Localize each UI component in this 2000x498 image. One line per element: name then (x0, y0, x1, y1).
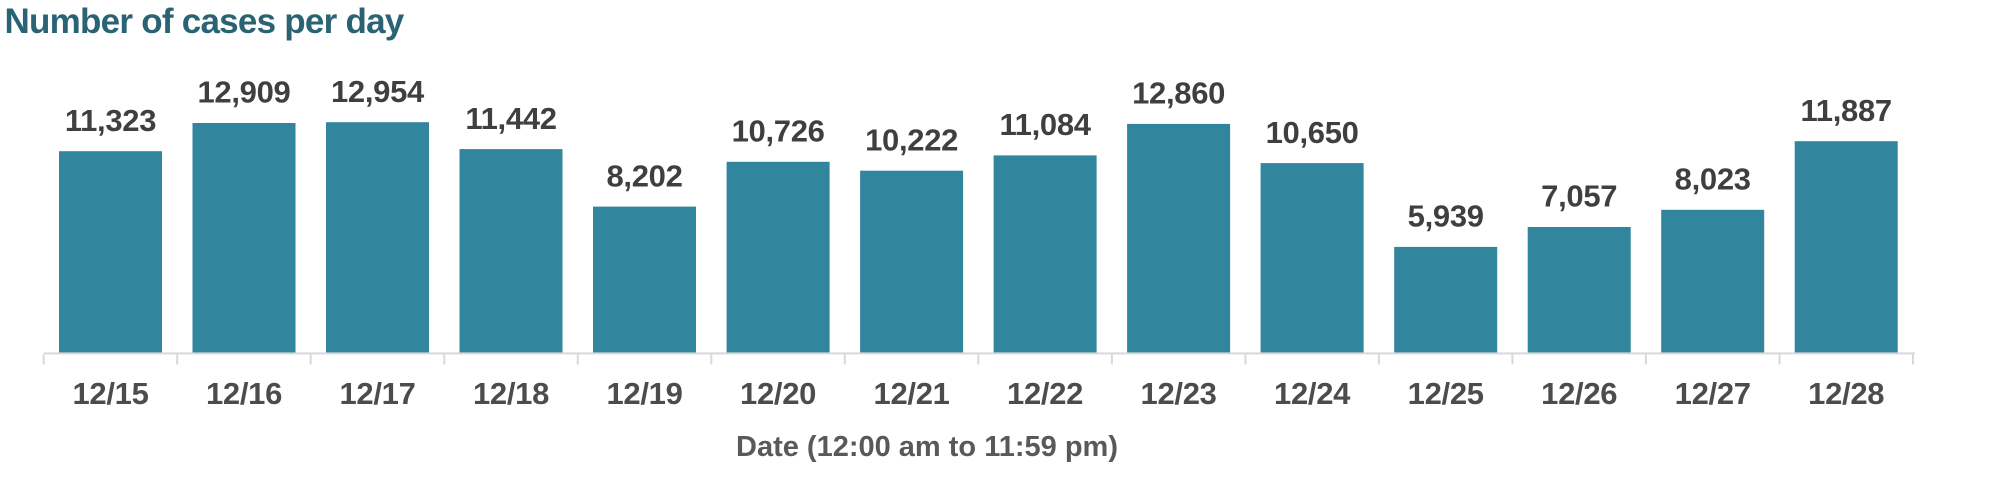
svg-text:12/19: 12/19 (606, 376, 682, 411)
svg-text:11,442: 11,442 (465, 101, 556, 136)
svg-text:12/27: 12/27 (1675, 376, 1751, 411)
svg-text:11,084: 11,084 (999, 107, 1091, 142)
svg-text:12/28: 12/28 (1808, 376, 1884, 411)
svg-text:12/26: 12/26 (1541, 376, 1617, 411)
svg-text:12/18: 12/18 (473, 376, 549, 411)
svg-text:11,887: 11,887 (1801, 93, 1892, 128)
svg-text:12/21: 12/21 (874, 376, 950, 411)
svg-text:11,323: 11,323 (65, 103, 156, 138)
svg-text:12/24: 12/24 (1274, 376, 1351, 411)
svg-text:10,726: 10,726 (732, 114, 825, 149)
svg-text:10,222: 10,222 (865, 122, 958, 157)
svg-text:Number of cases per day: Number of cases per day (5, 2, 405, 41)
svg-text:12,860: 12,860 (1132, 76, 1225, 111)
svg-text:12/25: 12/25 (1408, 376, 1484, 411)
svg-text:7,057: 7,057 (1541, 179, 1617, 214)
svg-text:12/22: 12/22 (1007, 376, 1083, 411)
svg-text:8,023: 8,023 (1675, 162, 1751, 197)
svg-text:8,202: 8,202 (606, 158, 682, 193)
svg-text:12/16: 12/16 (206, 376, 282, 411)
svg-text:Date (12:00 am to 11:59 pm): Date (12:00 am to 11:59 pm) (736, 431, 1118, 463)
svg-text:12/20: 12/20 (740, 376, 816, 411)
svg-text:12,909: 12,909 (197, 75, 290, 110)
svg-text:10,650: 10,650 (1266, 115, 1359, 150)
svg-text:12,954: 12,954 (331, 74, 425, 109)
svg-text:12/23: 12/23 (1141, 376, 1217, 411)
svg-text:12/17: 12/17 (339, 376, 415, 411)
svg-text:5,939: 5,939 (1408, 199, 1484, 234)
svg-text:12/15: 12/15 (72, 376, 148, 411)
